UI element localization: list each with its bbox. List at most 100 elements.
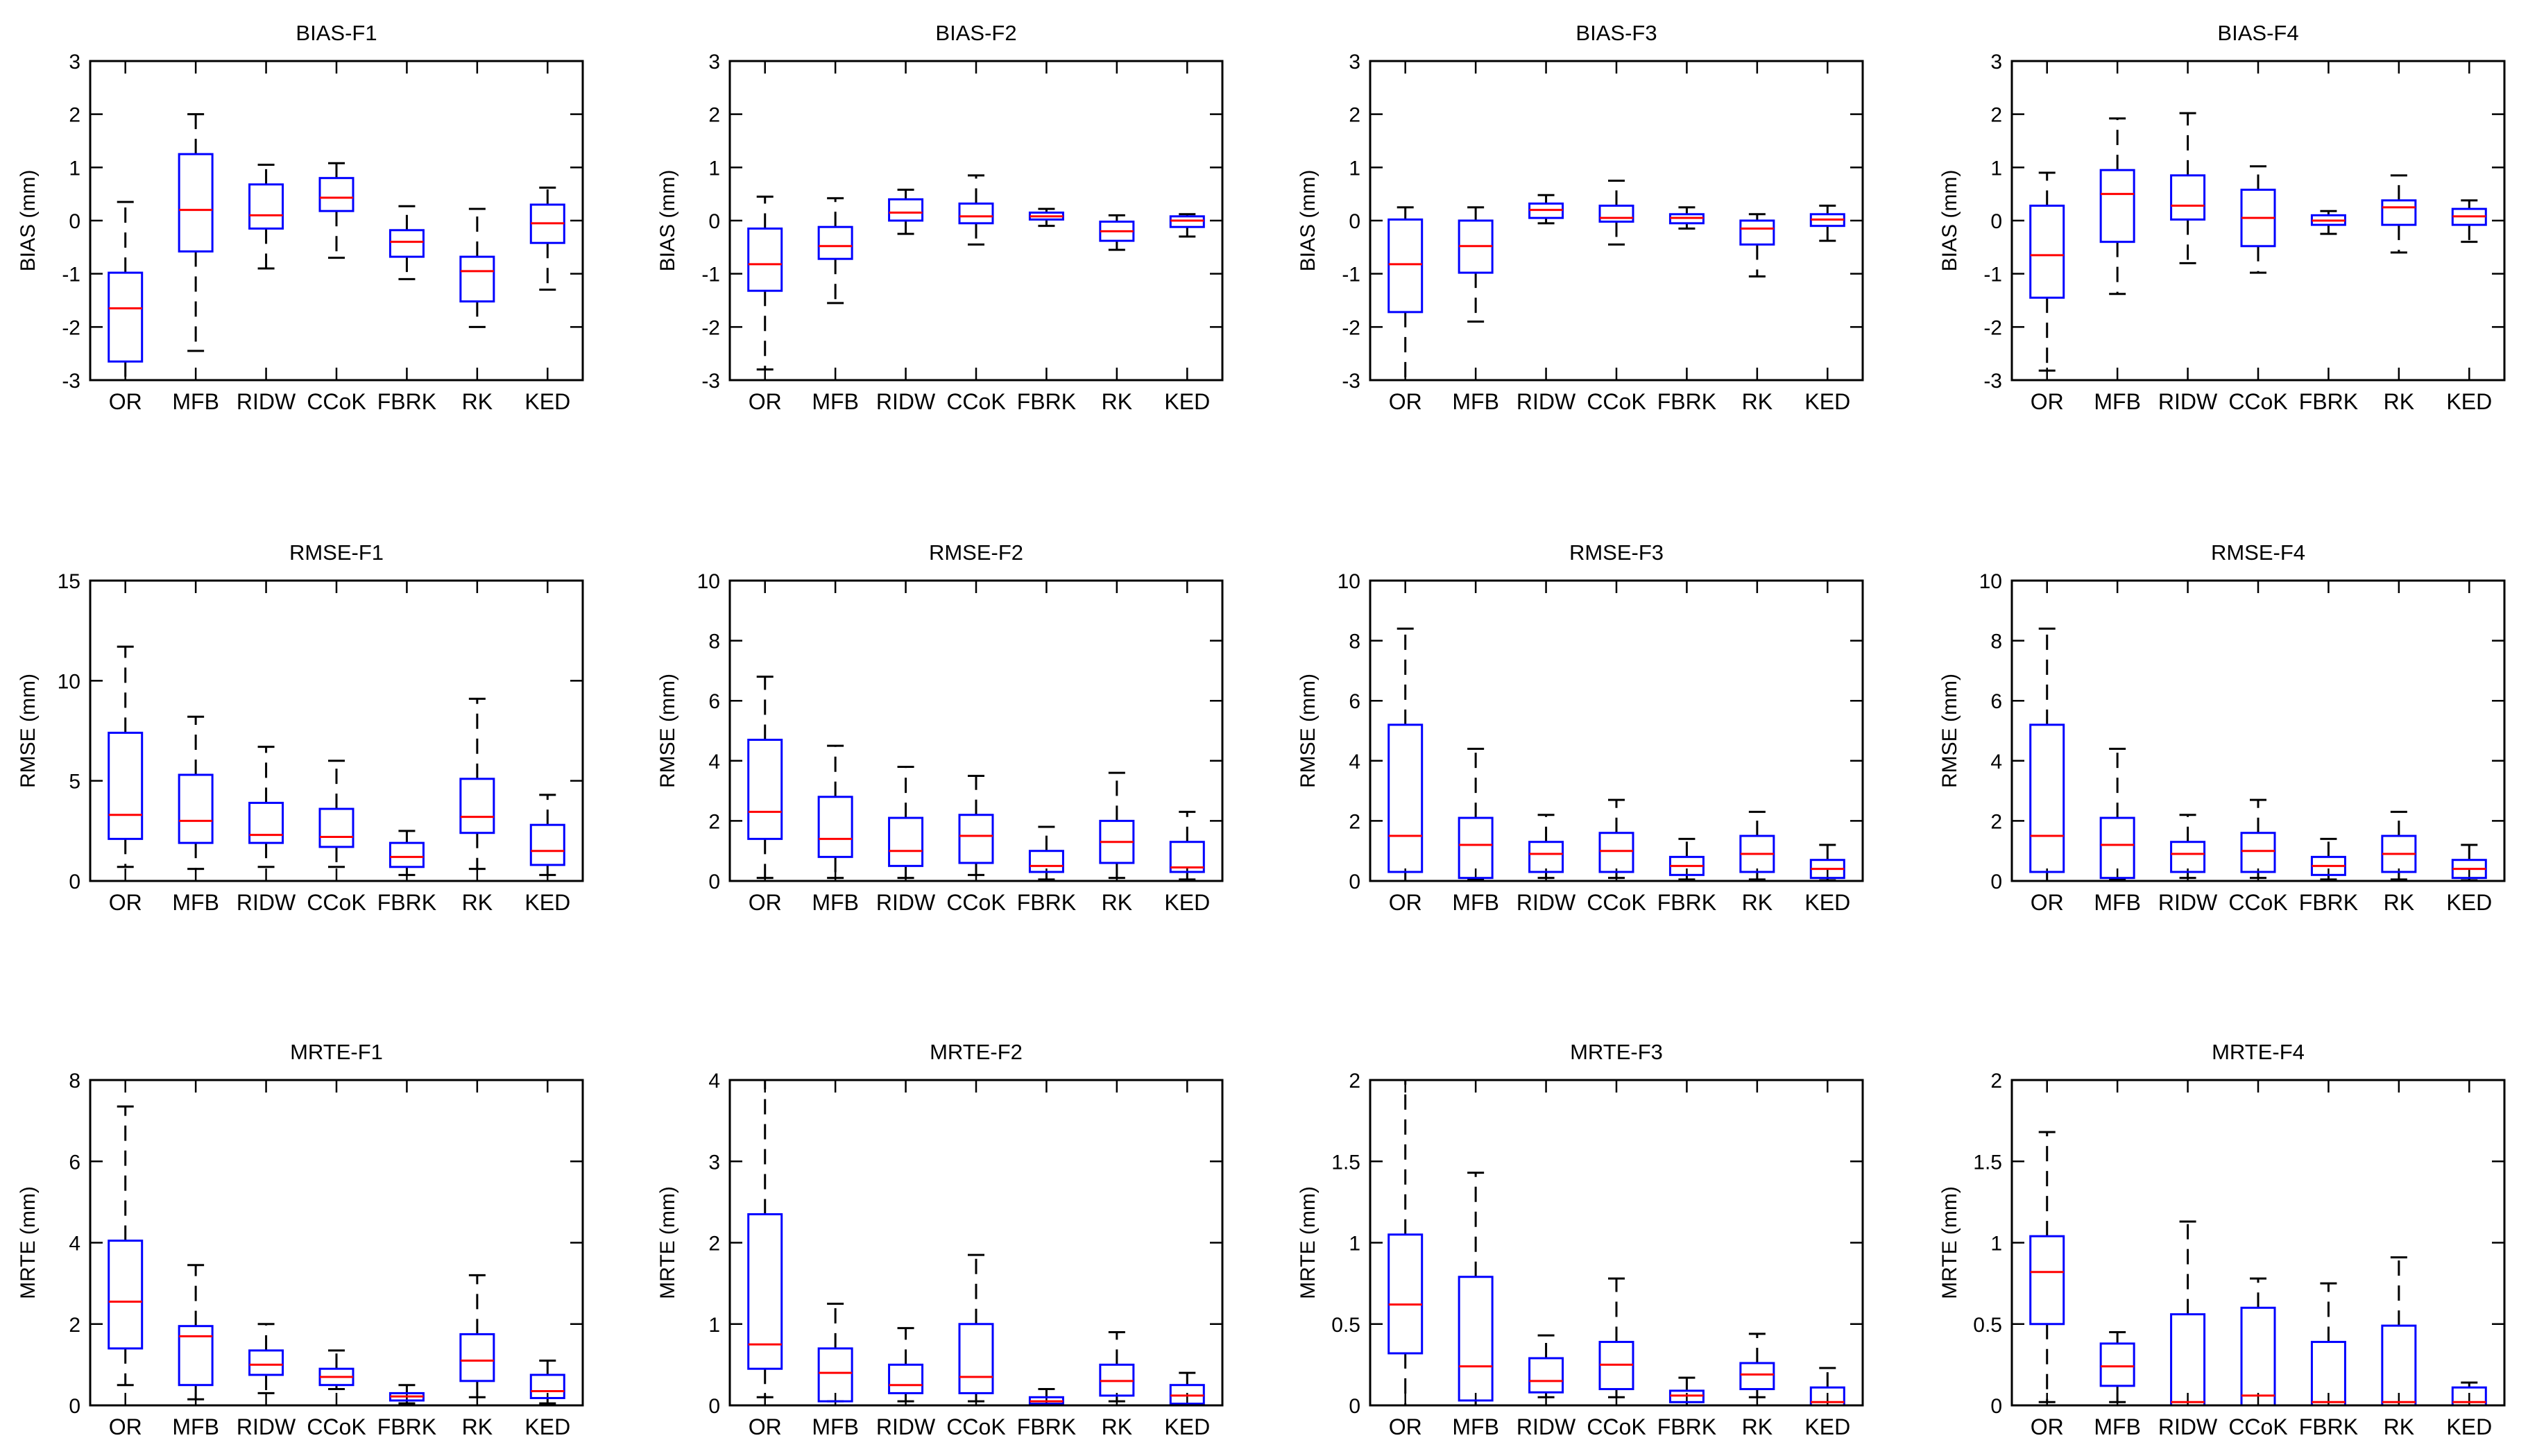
panel-9-y-tick-label: 4 <box>69 1233 80 1256</box>
panel-3-rk-box <box>1739 219 1775 246</box>
panel-7-or-x-tick-label: OR <box>1389 890 1422 915</box>
panel-9-ridw-box <box>248 1349 284 1376</box>
panel-10-fbrk-x-tick-label: FBRK <box>1017 1414 1076 1439</box>
panel-8-y-tick-label: 8 <box>1990 631 2002 653</box>
panel-4-ccok-x-tick-label: CCoK <box>2228 389 2287 414</box>
panel-11-rk-x-tick-label: RK <box>1742 1414 1773 1439</box>
panel-4-y-axis-label: BIAS (mm) <box>1938 170 1961 272</box>
panel-11-fbrk-x-tick-label: FBRK <box>1657 1414 1716 1439</box>
panel-6-ridw-x-tick-label: RIDW <box>876 890 936 915</box>
panel-2-rk-x-tick-label: RK <box>1102 389 1132 414</box>
panel-11-title: MRTE-F3 <box>1570 1040 1663 1064</box>
panel-9-title: MRTE-F1 <box>290 1040 383 1064</box>
panel-6-ridw-box <box>888 816 924 867</box>
panel-6-fbrk-x-tick-label: FBRK <box>1017 890 1076 915</box>
panel-5-ccok-x-tick-label: CCoK <box>307 890 366 915</box>
panel-4-or-x-tick-label: OR <box>2031 389 2064 414</box>
panel-12-mfb-box <box>2099 1342 2135 1387</box>
panel-1-fbrk-x-tick-label: FBRK <box>377 389 436 414</box>
panel-8-ridw-box <box>2170 841 2206 873</box>
panel-6-ccok-x-tick-label: CCoK <box>946 890 1005 915</box>
panel-8-ccok-x-tick-label: CCoK <box>2228 890 2287 915</box>
panel-2-y-axis-label: BIAS (mm) <box>656 170 679 272</box>
panel-5-y-tick-label: 0 <box>69 871 80 893</box>
panel-12-or-x-tick-label: OR <box>2031 1414 2064 1439</box>
panel-6-mfb-x-tick-label: MFB <box>812 890 859 915</box>
panel-8-y-tick-label: 10 <box>1979 570 2002 593</box>
panel-12-y-tick-label: 2 <box>1990 1070 2002 1093</box>
panel-1-title: BIAS-F1 <box>296 21 377 45</box>
panel-4-y-tick-label: -3 <box>1983 370 2002 393</box>
panel-11-ridw-x-tick-label: RIDW <box>1517 1414 1576 1439</box>
panel-5-y-axis-label: RMSE (mm) <box>17 674 40 788</box>
panel-3-y-tick-label: -1 <box>1342 264 1360 286</box>
panel-9-y-tick-label: 0 <box>69 1395 80 1418</box>
panel-2-ridw-box <box>888 198 924 222</box>
panel-1-ccok-x-tick-label: CCoK <box>307 389 366 414</box>
panel-11-ked-x-tick-label: KED <box>1804 1414 1850 1439</box>
panel-11-or-box <box>1387 1233 1424 1355</box>
panel-5-or-box <box>108 731 144 840</box>
panel-3-axes-frame <box>1369 60 1864 382</box>
panel-12-title: MRTE-F4 <box>2212 1040 2305 1064</box>
panel-8-or-x-tick-label: OR <box>2031 890 2064 915</box>
panel-9-or-box <box>108 1240 144 1350</box>
panel-10-y-tick-label: 4 <box>708 1070 720 1093</box>
panel-4-axes-frame <box>2010 60 2506 382</box>
panel-6-y-tick-label: 8 <box>708 631 720 653</box>
panel-5-mfb-x-tick-label: MFB <box>172 890 219 915</box>
panel-7-ked-x-tick-label: KED <box>1804 890 1850 915</box>
panel-10-y-tick-label: 0 <box>708 1395 720 1418</box>
panel-8-mfb-box <box>2099 816 2135 880</box>
panel-5-y-tick-label: 10 <box>58 670 80 693</box>
panel-1-ked-x-tick-label: KED <box>524 389 570 414</box>
panel-7-y-axis-label: RMSE (mm) <box>1297 674 1319 788</box>
panel-10-y-axis-label: MRTE (mm) <box>656 1186 679 1299</box>
panel-3-y-tick-label: 1 <box>1349 157 1360 180</box>
panel-3-y-tick-label: -2 <box>1342 316 1360 339</box>
panel-5-axes-frame <box>89 579 584 882</box>
panel-8-mfb-x-tick-label: MFB <box>2094 890 2141 915</box>
panel-2-y-tick-label: -1 <box>701 264 720 286</box>
panel-10-mfb-x-tick-label: MFB <box>812 1414 859 1439</box>
panel-2-fbrk-x-tick-label: FBRK <box>1017 389 1076 414</box>
panel-1-y-tick-label: -3 <box>62 370 80 393</box>
panel-4-ked-x-tick-label: KED <box>2446 389 2492 414</box>
panel-1-mfb-box <box>178 153 214 252</box>
panel-11-rk-box <box>1739 1362 1775 1391</box>
panel-5-title: RMSE-F1 <box>289 540 384 565</box>
panel-11-mfb-x-tick-label: MFB <box>1452 1414 1499 1439</box>
panel-3-title: BIAS-F3 <box>1575 21 1657 45</box>
panel-11-y-tick-label: 1 <box>1349 1233 1360 1256</box>
panel-8-axes-frame <box>2010 579 2506 882</box>
panel-2-y-tick-label: -2 <box>701 316 720 339</box>
panel-1-y-tick-label: 1 <box>69 157 80 180</box>
panel-12-rk-x-tick-label: RK <box>2384 1414 2414 1439</box>
panel-10-ked-x-tick-label: KED <box>1164 1414 1210 1439</box>
panel-1-or-box <box>108 271 144 363</box>
panel-7-mfb-box <box>1458 816 1494 880</box>
panel-9-y-tick-label: 8 <box>69 1070 80 1093</box>
panel-11-ccok-x-tick-label: CCoK <box>1587 1414 1646 1439</box>
panel-11-y-tick-label: 2 <box>1349 1070 1360 1093</box>
panel-1-or-x-tick-label: OR <box>109 389 142 414</box>
panel-4-fbrk-x-tick-label: FBRK <box>2299 389 2358 414</box>
panel-6-axes-frame <box>728 579 1224 882</box>
panel-9-mfb-x-tick-label: MFB <box>172 1414 219 1439</box>
panel-3-ccok-box <box>1598 205 1634 223</box>
panel-5-ccok-box <box>318 807 355 848</box>
panel-2-title: BIAS-F2 <box>935 21 1016 45</box>
panel-2-y-tick-label: 3 <box>708 51 720 74</box>
panel-12-ked-x-tick-label: KED <box>2446 1414 2492 1439</box>
panel-12-mfb-x-tick-label: MFB <box>2094 1414 2141 1439</box>
panel-3-ccok-x-tick-label: CCoK <box>1587 389 1646 414</box>
panel-9-or-x-tick-label: OR <box>109 1414 142 1439</box>
panel-5-ked-box <box>529 823 565 866</box>
panel-2-axes-frame <box>728 60 1224 382</box>
panel-4-rk-box <box>2381 199 2417 226</box>
panel-7-ridw-x-tick-label: RIDW <box>1517 890 1576 915</box>
panel-4-y-tick-label: 3 <box>1990 51 2002 74</box>
panel-3-rk-x-tick-label: RK <box>1742 389 1773 414</box>
